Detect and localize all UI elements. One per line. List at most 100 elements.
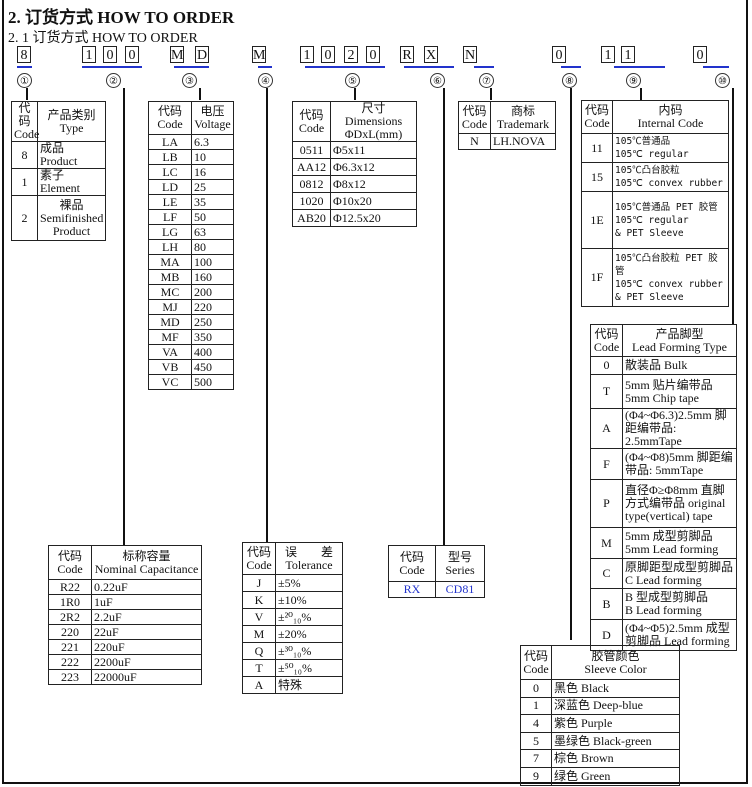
code-char-box: M — [252, 46, 266, 63]
cell-value: 250 — [191, 314, 234, 330]
cell-value: ±²⁰₁₀% — [275, 608, 343, 626]
cell-code: 0812 — [292, 175, 331, 193]
code-char-box: 8 — [17, 46, 31, 63]
table-row: RX CD81 — [388, 581, 485, 598]
segment-underline — [305, 66, 385, 68]
cell-value: 成品 Product — [37, 141, 106, 169]
cell-value: ±20% — [275, 625, 343, 643]
cell-code: M — [242, 625, 276, 643]
cell-code: 11 — [581, 133, 613, 163]
table-row: AB20 Φ12.5x20 — [292, 209, 417, 227]
header-code: 代码 Code — [520, 645, 552, 680]
connector-line — [640, 88, 642, 100]
cell-value: 5mm 成型剪脚品 5mm Lead forming — [622, 527, 737, 559]
header-desc: 尺寸 Dimensions ΦDxL(mm) — [330, 101, 417, 142]
connector-line — [732, 88, 734, 325]
cell-value: 绿色 Green — [551, 766, 680, 786]
header-code: 代码 Code — [11, 101, 39, 142]
cell-value: 紫色 Purple — [551, 714, 680, 733]
table-header: 代码 Code 胶管颜色 Sleeve Color — [520, 645, 680, 680]
cell-code: 1 — [11, 168, 38, 196]
cell-code: LF — [148, 209, 192, 225]
cell-code: A — [242, 676, 276, 694]
cell-code: 0511 — [292, 141, 331, 159]
cell-value: 105℃普通品 105℃ regular — [612, 133, 729, 163]
segment-underline — [474, 66, 494, 68]
cell-code: LC — [148, 164, 192, 180]
internal-table: 代码 Code 内码 Internal Code 11 105℃普通品 105℃ re… — [581, 100, 729, 307]
cell-code: N — [458, 133, 491, 150]
header-desc: 产品脚型 Lead Forming Type — [622, 324, 737, 357]
cell-value: (Φ4~Φ6.3)2.5mm 脚距编带品: 2.5mmTape — [622, 408, 737, 449]
cell-value: 墨绿色 Black-green — [551, 731, 680, 751]
table-row: 221 220uF — [48, 639, 202, 655]
cell-code: RX — [388, 581, 436, 598]
table-row: 1020 Φ10x20 — [292, 192, 417, 210]
table-row: LB 10 — [148, 149, 234, 165]
code-char-box: 1 — [82, 46, 96, 63]
table-row: A (Φ4~Φ6.3)2.5mm 脚距编带品: 2.5mmTape — [590, 408, 737, 449]
table-row: 2 裸品 Semifinished Product — [11, 195, 106, 241]
header-code: 代码 Code — [458, 101, 491, 134]
segment-underline — [561, 66, 581, 68]
cell-code: LB — [148, 149, 192, 165]
cell-value: 10 — [191, 149, 234, 165]
cell-code: VC — [148, 374, 192, 390]
cell-value: 1uF — [91, 594, 202, 610]
cell-value: CD81 — [435, 581, 485, 598]
cell-value: 散装品 Bulk — [622, 356, 737, 375]
table-header: 代码 Code 商标 Trademark — [458, 101, 556, 134]
header-code: 代码 Code — [48, 545, 92, 580]
table-row: MB 160 — [148, 269, 234, 285]
cell-code: R22 — [48, 579, 92, 595]
code-char-box: 0 — [103, 46, 117, 63]
segment-number: ⑥ — [430, 73, 445, 88]
cell-value: 0.22uF — [91, 579, 202, 595]
header-desc: 电压 Voltage — [191, 101, 234, 135]
segment-underline — [174, 66, 209, 68]
cell-code: M — [590, 527, 623, 559]
table-row: A 特殊 — [242, 676, 343, 694]
header-code: 代码 Code — [581, 100, 613, 134]
cell-code: 0 — [520, 679, 552, 698]
cell-value: 220uF — [91, 639, 202, 655]
table-header: 代码 Code 产品类别 Type — [11, 101, 106, 142]
cell-value: 棕色 Brown — [551, 749, 680, 768]
cell-value: Φ10x20 — [330, 192, 417, 210]
cell-value: ±10% — [275, 591, 343, 609]
cell-value: 63 — [191, 224, 234, 240]
table-row: P 直径Φ≥Φ8mm 直脚方式编带品 original type(vertical… — [590, 479, 737, 528]
table-row: MC 200 — [148, 284, 234, 300]
cell-code: 8 — [11, 141, 38, 169]
table-row: MA 100 — [148, 254, 234, 270]
code-char-box: 1 — [601, 46, 615, 63]
cell-value: 400 — [191, 344, 234, 360]
segment-underline — [82, 66, 142, 68]
cell-code: LH — [148, 239, 192, 255]
cell-code: 1E — [581, 191, 613, 249]
code-char-box: 0 — [366, 46, 380, 63]
cell-code: 15 — [581, 162, 613, 192]
code-char-box: D — [195, 46, 209, 63]
cell-value: 160 — [191, 269, 234, 285]
table-row: 223 22000uF — [48, 669, 202, 685]
dimensions-table: 代码 Code 尺寸 Dimensions ΦDxL(mm) 0511 Φ5x11 AA… — [292, 101, 417, 227]
cell-value: Φ12.5x20 — [330, 209, 417, 227]
cell-code: 2R2 — [48, 609, 92, 625]
cell-value: Φ8x12 — [330, 175, 417, 193]
cell-value: 6.3 — [191, 134, 234, 150]
cell-code: 223 — [48, 669, 92, 685]
type-table: 代码 Code 产品类别 Type 8 成品 Product 1 素子 Element 2 裸… — [11, 101, 106, 241]
cell-code: 220 — [48, 624, 92, 640]
code-char-box: 0 — [552, 46, 566, 63]
lead-table: 代码 Code 产品脚型 Lead Forming Type 0 散装品 Bulk T 5… — [590, 324, 737, 651]
segment-number: ⑧ — [562, 73, 577, 88]
header-desc: 商标 Trademark — [490, 101, 556, 134]
table-row: LC 16 — [148, 164, 234, 180]
cell-value: 2200uF — [91, 654, 202, 670]
segment-number: ⑦ — [479, 73, 494, 88]
table-row: M 5mm 成型剪脚品 5mm Lead forming — [590, 527, 737, 559]
cell-code: MD — [148, 314, 192, 330]
table-row: MD 250 — [148, 314, 234, 330]
